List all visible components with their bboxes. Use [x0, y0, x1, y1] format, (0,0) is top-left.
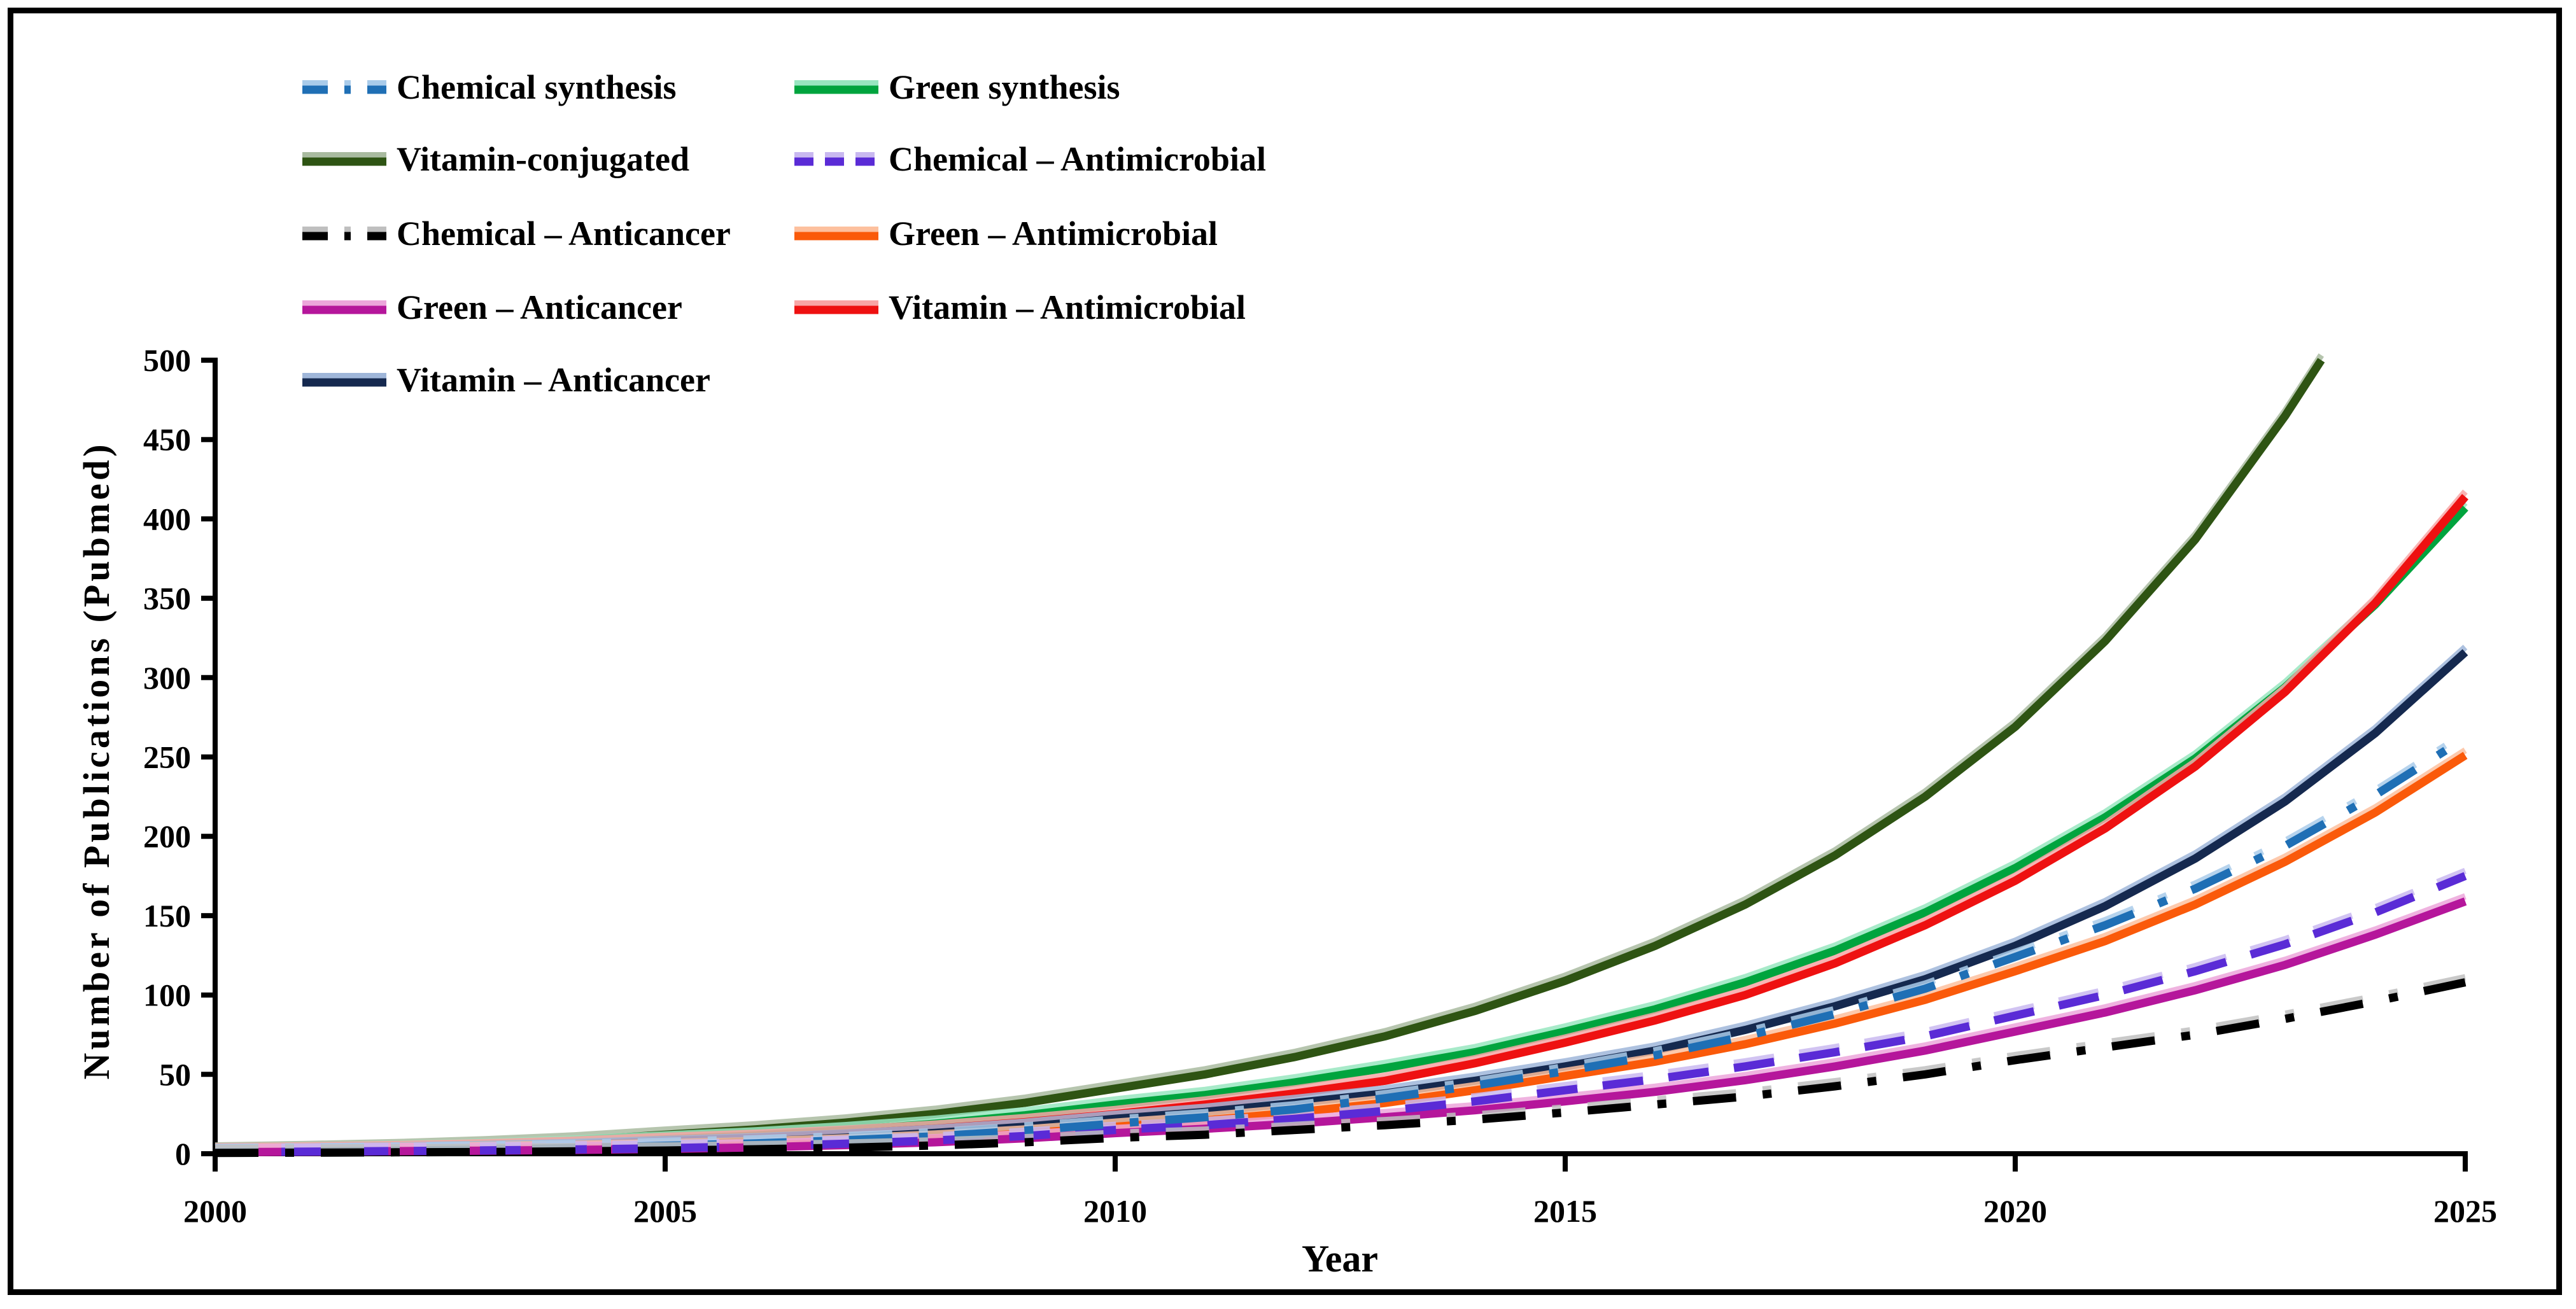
- curve-chemical_synthesis: [215, 734, 2468, 1156]
- y-tick-label-300: 300: [143, 660, 191, 696]
- y-tick-label-100: 100: [143, 977, 191, 1013]
- legend-label-green_synthesis: Green synthesis: [889, 68, 1120, 106]
- curve-halo-chemical_antimicrobial: [215, 867, 2467, 1151]
- curve-halo-chemical_synthesis: [215, 730, 2467, 1151]
- y-tick-label-0: 0: [175, 1136, 191, 1172]
- legend-label-chemical_synthesis: Chemical synthesis: [397, 68, 677, 106]
- legend-swatch-green_anticancer: [302, 300, 386, 314]
- x-tick-label-2010: 2010: [1083, 1193, 1147, 1229]
- x-tick-label-2015: 2015: [1533, 1193, 1597, 1229]
- y-tick-label-150: 150: [143, 898, 191, 934]
- legend-item-vitamin_antimicrobial: Vitamin – Antimicrobial: [793, 284, 1246, 330]
- legend-item-chemical_anticancer: Chemical – Anticancer: [301, 211, 731, 256]
- x-axis-title: Year: [1302, 1238, 1378, 1280]
- legend-item-green_antimicrobial: Green – Antimicrobial: [793, 211, 1218, 256]
- curve-chemical_antimicrobial: [215, 872, 2467, 1156]
- y-tick-label-450: 450: [143, 422, 191, 458]
- legend-label-vitamin_anticancer: Vitamin – Anticancer: [397, 361, 710, 399]
- legend-item-vitamin_conjugated: Vitamin-conjugated: [301, 136, 689, 182]
- y-tick-label-250: 250: [143, 739, 191, 775]
- x-tick-label-2025: 2025: [2433, 1193, 2497, 1229]
- legend-item-green_synthesis: Green synthesis: [793, 64, 1120, 110]
- x-tick-label-2020: 2020: [1983, 1193, 2047, 1229]
- legend-label-chemical_antimicrobial: Chemical – Antimicrobial: [889, 140, 1266, 178]
- legend-swatch-green_antimicrobial: [794, 227, 878, 241]
- legend-swatch-chemical_antimicrobial: [794, 152, 878, 166]
- legend-item-vitamin_anticancer: Vitamin – Anticancer: [301, 357, 710, 403]
- legend-item-green_anticancer: Green – Anticancer: [301, 284, 682, 330]
- legend-swatch-vitamin_anticancer: [302, 373, 386, 387]
- legend-swatch-vitamin_antimicrobial: [794, 300, 878, 314]
- y-tick-label-200: 200: [143, 818, 191, 854]
- legend-swatch-chemical_anticancer: [302, 227, 386, 241]
- legend-label-vitamin_conjugated: Vitamin-conjugated: [397, 140, 689, 178]
- legend-swatch-chemical_synthesis: [302, 80, 386, 94]
- x-tick-label-2005: 2005: [633, 1193, 697, 1229]
- y-tick-label-50: 50: [159, 1056, 191, 1092]
- legend-item-chemical_synthesis: Chemical synthesis: [301, 64, 677, 110]
- y-tick-label-400: 400: [143, 501, 191, 536]
- y-tick-label-350: 350: [143, 580, 191, 616]
- y-tick-label-500: 500: [143, 342, 191, 378]
- legend-item-chemical_antimicrobial: Chemical – Antimicrobial: [793, 136, 1266, 182]
- legend-swatch-vitamin_conjugated: [302, 152, 386, 166]
- legend-label-green_anticancer: Green – Anticancer: [397, 288, 682, 326]
- legend-swatch-green_synthesis: [794, 80, 878, 94]
- legend-label-green_antimicrobial: Green – Antimicrobial: [889, 214, 1218, 253]
- legend-label-vitamin_antimicrobial: Vitamin – Antimicrobial: [889, 288, 1246, 326]
- x-tick-label-2000: 2000: [183, 1193, 247, 1229]
- legend-label-chemical_anticancer: Chemical – Anticancer: [397, 214, 731, 253]
- curve-green_anticancer: [215, 897, 2467, 1156]
